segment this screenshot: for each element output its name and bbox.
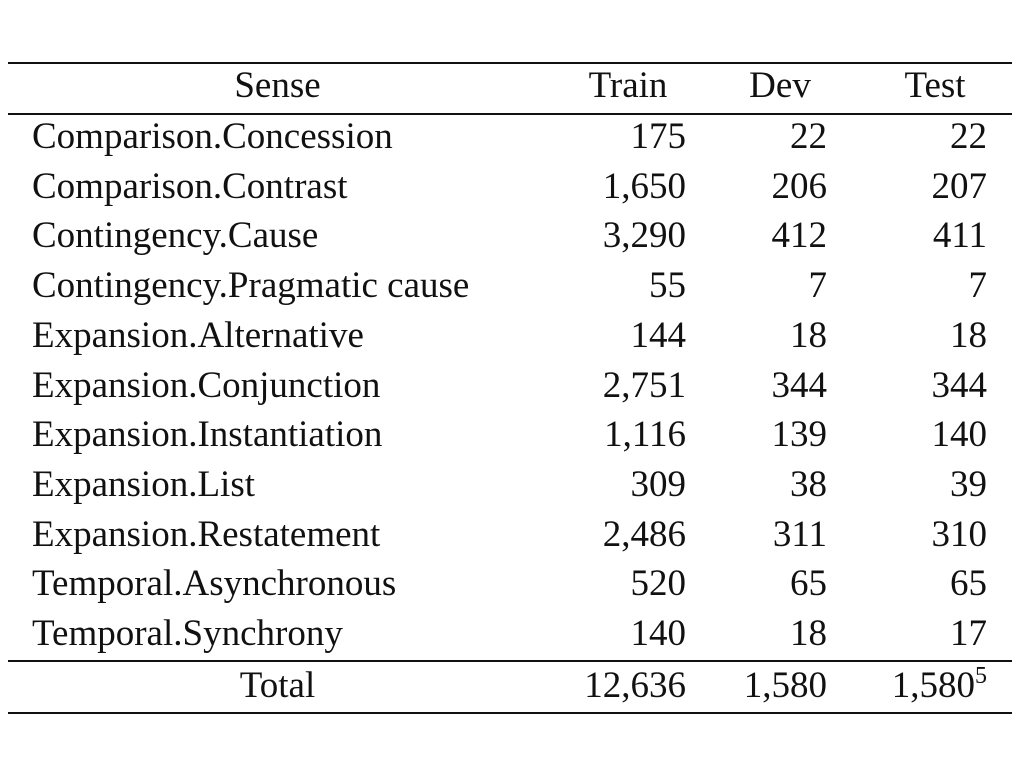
sense-cell: Expansion.Restatement	[32, 513, 381, 555]
train-cell: 175	[630, 116, 687, 157]
dev-cell: 18	[790, 613, 827, 654]
dev-cell: 22	[790, 116, 827, 157]
train-cell: 1,116	[604, 414, 686, 456]
train-cell: 309	[630, 463, 687, 505]
dev-cell: 311	[772, 513, 827, 555]
header-sense: Sense	[234, 65, 321, 106]
train-cell: 55	[649, 265, 686, 307]
total-train: 12,636	[584, 665, 686, 706]
dev-cell: 139	[771, 414, 828, 456]
dev-cell: 65	[790, 563, 827, 605]
total-dev: 1,580	[743, 665, 827, 706]
train-cell: 2,486	[602, 513, 686, 555]
train-cell: 2,751	[602, 364, 686, 406]
sense-cell: Expansion.Instantiation	[32, 414, 383, 456]
total-test-value: 1,580	[891, 665, 975, 706]
footnote-marker: 5	[975, 663, 987, 689]
sense-cell: Comparison.Concession	[32, 116, 393, 157]
sense-cell: Expansion.Conjunction	[32, 364, 381, 406]
train-cell: 520	[630, 563, 687, 605]
total-test: 1,5805	[850, 661, 987, 711]
dev-cell: 206	[771, 165, 828, 207]
sense-cell: Contingency.Pragmatic cause	[32, 265, 470, 307]
test-cell: 207	[931, 165, 988, 207]
total-rule	[8, 660, 1012, 662]
sense-cell: Temporal.Synchrony	[32, 613, 343, 654]
test-cell: 18	[950, 314, 987, 356]
header-rule	[8, 113, 1012, 115]
table-bottom-rule	[8, 712, 1012, 714]
test-cell: 411	[932, 215, 987, 257]
sense-cell: Temporal.Asynchronous	[32, 563, 397, 605]
dev-cell: 18	[790, 314, 827, 356]
test-cell: 17	[950, 613, 987, 654]
train-cell: 3,290	[602, 215, 686, 257]
dev-cell: 38	[790, 463, 827, 505]
dev-cell: 412	[771, 215, 828, 257]
train-cell: 144	[630, 314, 687, 356]
sense-cell: Expansion.List	[32, 463, 256, 505]
test-cell: 22	[950, 116, 987, 157]
test-cell: 65	[950, 563, 987, 605]
train-cell: 1,650	[602, 165, 686, 207]
dev-cell: 7	[808, 265, 828, 307]
test-cell: 140	[931, 414, 988, 456]
total-label: Total	[239, 665, 316, 706]
header-dev: Dev	[749, 65, 811, 106]
test-cell: 39	[950, 463, 987, 505]
train-cell: 140	[630, 613, 687, 654]
sense-cell: Expansion.Alternative	[32, 314, 364, 356]
test-cell: 310	[931, 513, 988, 555]
dev-cell: 344	[771, 364, 828, 406]
sense-cell: Contingency.Cause	[32, 215, 319, 257]
header-test: Test	[904, 65, 966, 106]
test-cell: 344	[931, 364, 988, 406]
header-train: Train	[588, 65, 668, 106]
test-cell: 7	[968, 265, 988, 307]
sense-cell: Comparison.Contrast	[32, 165, 348, 207]
table-top-rule	[8, 62, 1012, 64]
